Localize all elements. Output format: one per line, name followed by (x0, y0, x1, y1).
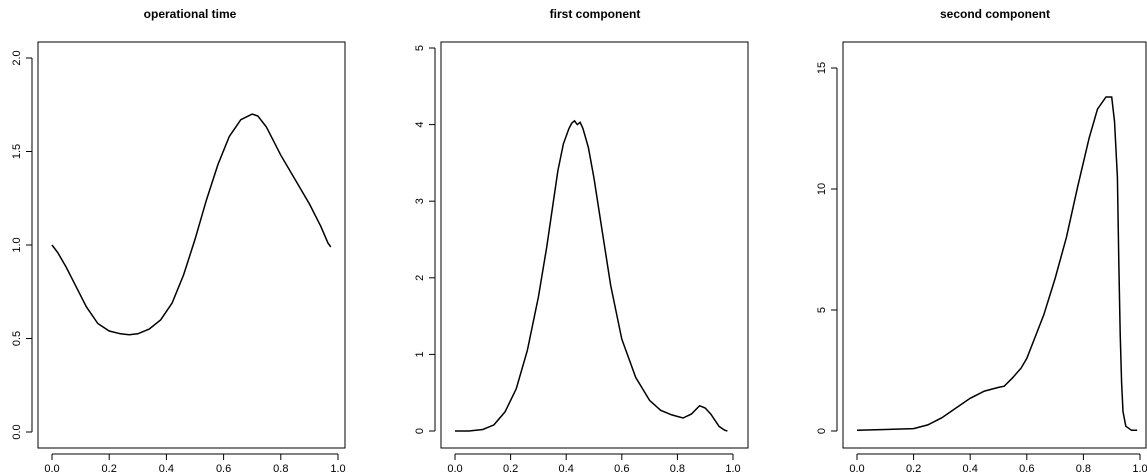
y-tick-label: 10 (816, 183, 828, 195)
x-tick-label: 0.4 (159, 463, 174, 474)
x-tick-label: 0.4 (559, 463, 574, 474)
x-tick-label: 0.0 (849, 463, 864, 474)
x-tick-label: 1.0 (725, 463, 740, 474)
panel-first-component: first component 0.0 0.2 0.4 0.6 0.8 1.0 0 1 2 3 4 5 (414, 7, 749, 474)
y-tick-label: 2 (414, 275, 426, 281)
x-tick-label: 0.0 (44, 463, 59, 474)
y-tick-label: 0 (816, 428, 828, 434)
x-tick-label: 0.0 (447, 463, 462, 474)
y-tick-label: 5 (816, 307, 828, 313)
x-tick-label: 0.6 (1019, 463, 1034, 474)
y-tick-label: 1 (414, 351, 426, 357)
plot-frame (842, 41, 1147, 449)
x-tick-label: 0.2 (102, 463, 117, 474)
y-tick-label: 1.0 (11, 237, 23, 252)
panel-operational-time: operational time 0.0 0.2 0.4 0.6 0.8 1.00.00.… (11, 7, 346, 474)
y-tick-label: 4 (414, 122, 426, 128)
y-tick-label: 1.5 (11, 144, 23, 159)
y-tick-label: 15 (816, 62, 828, 74)
y-tick-label: 0 (414, 428, 426, 434)
axes: 0.0 0.2 0.4 0.6 0.8 1.0 0 5 10 15 (816, 62, 1147, 474)
y-tick-label: 2.0 (11, 50, 23, 65)
series-line (856, 96, 1138, 432)
plot-frame (37, 41, 346, 449)
series-line (51, 113, 332, 336)
x-tick-label: 1.0 (1132, 463, 1147, 474)
panel-second-component: second component 0.0 0.2 0.4 0.6 0.8 1.0 0 5 10 1… (816, 7, 1147, 474)
y-tick-label: 0.0 (11, 424, 23, 439)
y-tick-label: 5 (414, 45, 426, 51)
x-tick-label: 0.8 (1076, 463, 1091, 474)
x-tick-label: 0.2 (906, 463, 921, 474)
x-tick-label: 0.4 (963, 463, 978, 474)
x-tick-label: 0.8 (670, 463, 685, 474)
series-line (455, 119, 728, 432)
panel-title: operational time (144, 7, 237, 21)
plot-frame (440, 41, 749, 449)
x-tick-label: 0.6 (216, 463, 231, 474)
panel-title: first component (550, 7, 641, 21)
y-tick-label: 3 (414, 198, 426, 204)
y-tick-label: 0.5 (11, 331, 23, 346)
axes: 0.0 0.2 0.4 0.6 0.8 1.0 0.0 0.5 1.0 1.5 2.0 (11, 50, 346, 474)
x-tick-label: 0.6 (614, 463, 629, 474)
x-tick-label: 0.2 (503, 463, 518, 474)
axes: 0.0 0.2 0.4 0.6 0.8 1.0 0 1 2 3 4 5 (414, 45, 741, 474)
panel-title: second component (940, 7, 1050, 21)
x-tick-label: 0.8 (273, 463, 288, 474)
x-tick-label: 1.0 (330, 463, 345, 474)
